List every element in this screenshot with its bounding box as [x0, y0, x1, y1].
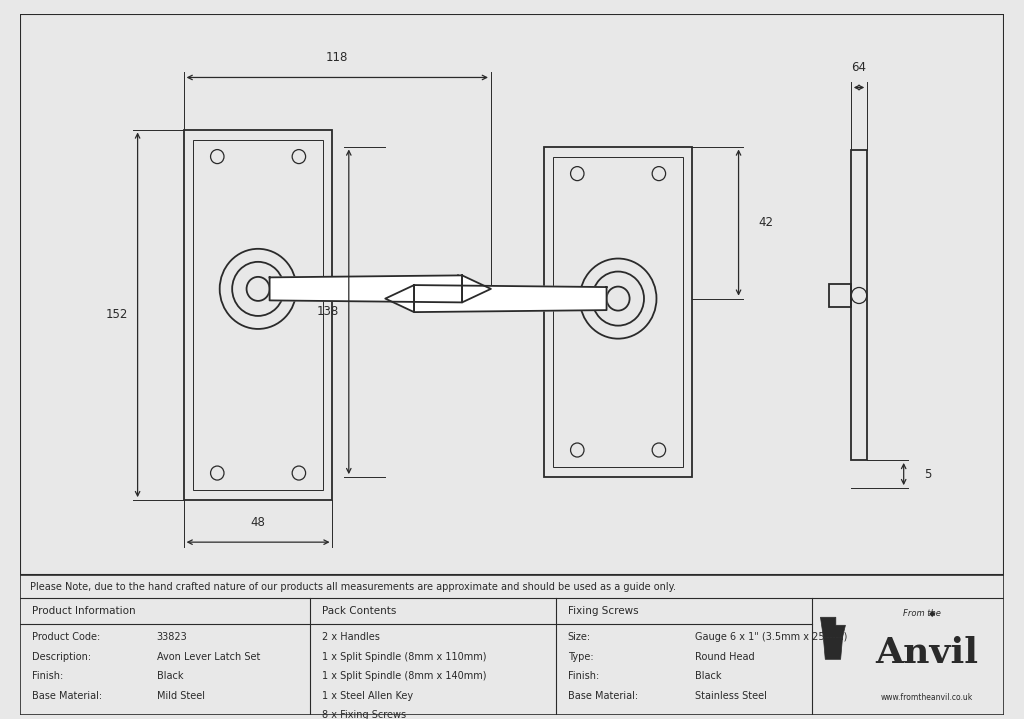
Text: Anvil: Anvil [876, 636, 978, 670]
Bar [544, 147, 692, 477]
Text: Fixing Screws: Fixing Screws [567, 606, 638, 616]
Text: Finish:: Finish: [567, 672, 599, 682]
Text: 42: 42 [758, 216, 773, 229]
Text: 1 x Steel Allen Key: 1 x Steel Allen Key [322, 691, 413, 701]
Text: 152: 152 [105, 308, 128, 321]
Polygon shape [385, 285, 414, 312]
Text: Product Code:: Product Code: [32, 632, 100, 642]
Bar [828, 285, 851, 306]
Text: 33823: 33823 [157, 632, 187, 642]
Text: Type:: Type: [567, 652, 593, 661]
Text: 48: 48 [251, 516, 265, 529]
Text: 1 x Split Spindle (8mm x 110mm): 1 x Split Spindle (8mm x 110mm) [322, 652, 486, 661]
Text: Avon Lever Latch Set: Avon Lever Latch Set [157, 652, 260, 661]
Text: Base Material:: Base Material: [32, 691, 102, 701]
Text: 138: 138 [316, 306, 339, 319]
Text: Description:: Description: [32, 652, 91, 661]
Polygon shape [820, 617, 846, 637]
Text: 64: 64 [852, 61, 866, 75]
Text: Size:: Size: [567, 632, 591, 642]
Text: Stainless Steel: Stainless Steel [695, 691, 767, 701]
Text: 8 x Fixing Screws: 8 x Fixing Screws [322, 710, 407, 719]
Text: Finish:: Finish: [32, 672, 63, 682]
Text: Please Note, due to the hand crafted nature of our products all measurements are: Please Note, due to the hand crafted nat… [30, 582, 676, 592]
Text: 2 x Handles: 2 x Handles [322, 632, 380, 642]
Text: Mild Steel: Mild Steel [157, 691, 205, 701]
Text: ◆: ◆ [929, 609, 935, 618]
Text: Pack Contents: Pack Contents [322, 606, 396, 616]
Bar [851, 150, 867, 460]
Polygon shape [414, 285, 606, 312]
Polygon shape [269, 275, 462, 303]
Bar [553, 157, 683, 467]
Polygon shape [462, 275, 490, 303]
Text: 5: 5 [924, 467, 932, 480]
Text: Black: Black [695, 672, 722, 682]
Text: www.fromtheanvil.co.uk: www.fromtheanvil.co.uk [881, 693, 973, 702]
Text: Product Information: Product Information [32, 606, 135, 616]
Bar [183, 129, 333, 500]
Bar [194, 139, 323, 490]
Text: Black: Black [157, 672, 183, 682]
Text: 118: 118 [326, 52, 348, 65]
Text: Gauge 6 x 1" (3.5mm x 25mm): Gauge 6 x 1" (3.5mm x 25mm) [695, 632, 848, 642]
Text: From the: From the [903, 609, 941, 618]
Text: Base Material:: Base Material: [567, 691, 638, 701]
Text: 1 x Split Spindle (8mm x 140mm): 1 x Split Spindle (8mm x 140mm) [322, 672, 486, 682]
Text: Round Head: Round Head [695, 652, 755, 661]
Polygon shape [823, 637, 843, 659]
